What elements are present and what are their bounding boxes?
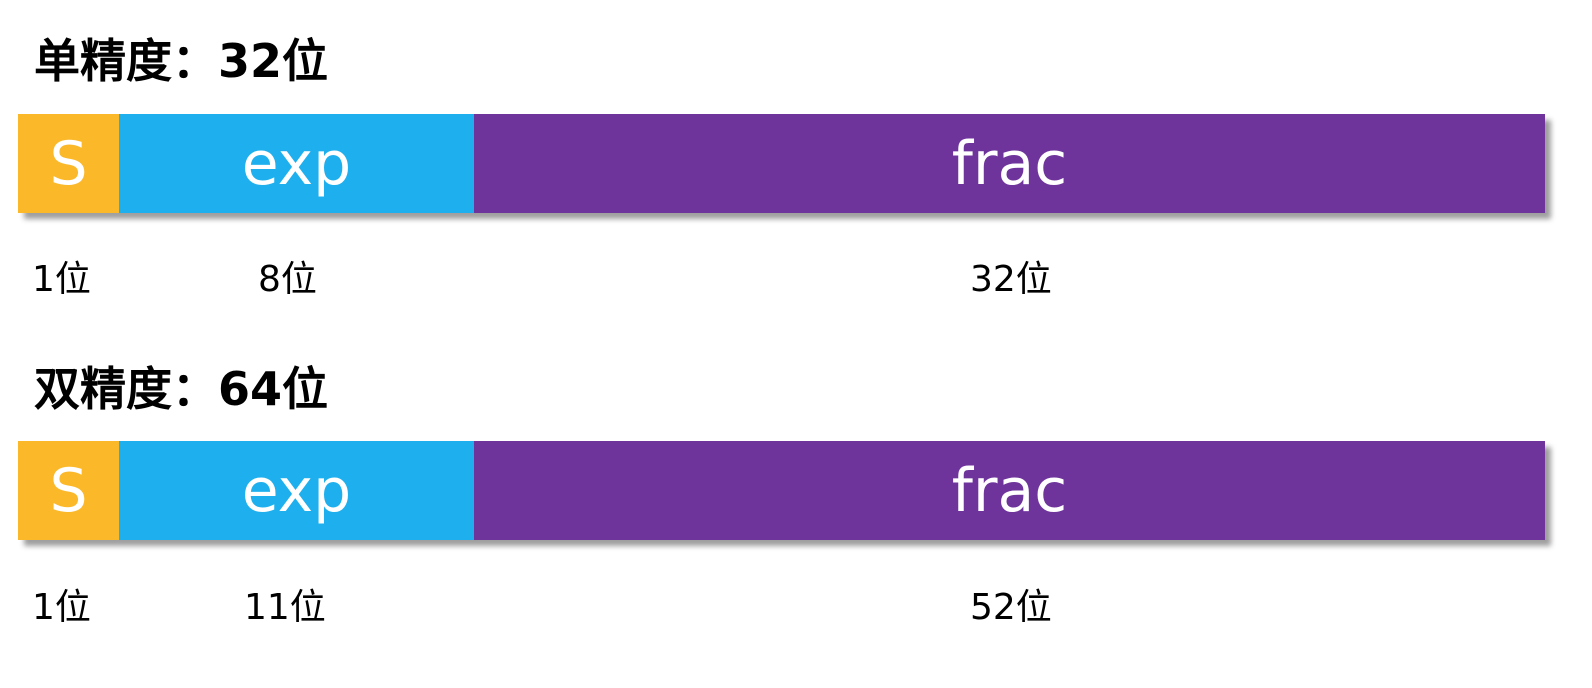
double-exp-field: exp [119, 441, 474, 540]
double-frac-bits-label: 52位 [970, 587, 1052, 628]
double-frac-field: frac [474, 441, 1545, 540]
single-exp-field: exp [119, 114, 474, 213]
single-precision-bar: S exp frac [18, 114, 1545, 213]
single-sign-bits-label: 1位 [32, 259, 91, 300]
single-sign-field: S [18, 114, 119, 213]
single-precision-title: 单精度：32位 [34, 34, 329, 88]
double-sign-field: S [18, 441, 119, 540]
single-frac-bits-label: 32位 [970, 259, 1052, 300]
double-precision-title: 双精度：64位 [34, 362, 329, 416]
single-exp-bits-label: 8位 [258, 259, 317, 300]
double-precision-bar: S exp frac [18, 441, 1545, 540]
double-sign-bits-label: 1位 [32, 587, 91, 628]
double-exp-bits-label: 11位 [244, 587, 326, 628]
single-frac-field: frac [474, 114, 1545, 213]
